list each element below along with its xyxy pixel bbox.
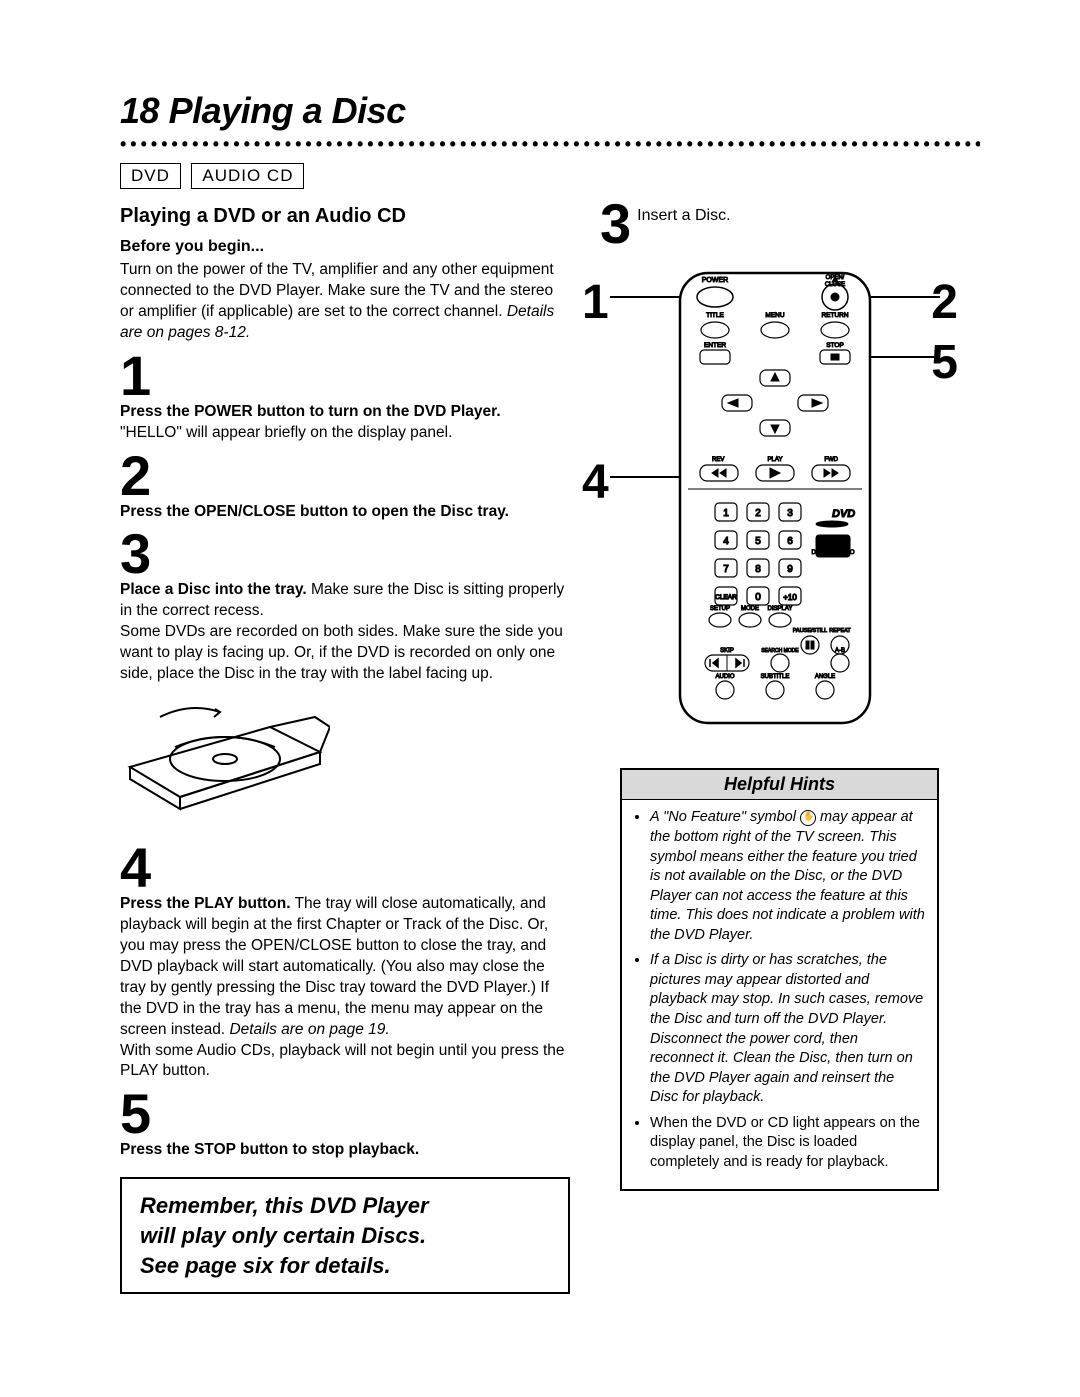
page-number: 18 — [120, 90, 159, 131]
svg-text:4: 4 — [723, 536, 729, 547]
page-title: 18 Playing a Disc — [120, 90, 980, 132]
svg-text:5: 5 — [755, 536, 761, 547]
helpful-hints-box: Helpful Hints A "No Feature" symbol may … — [620, 768, 939, 1190]
svg-text:PAUSE/STILL: PAUSE/STILL — [793, 628, 827, 634]
step-2-text: Press the OPEN/CLOSE button to open the … — [120, 502, 570, 523]
svg-text:REV: REV — [712, 457, 724, 463]
step-5-number: 5 — [120, 1086, 570, 1142]
svg-text:A-B: A-B — [835, 648, 845, 654]
right-column: 3 Insert a Disc. 1 2 5 4 — [600, 199, 980, 1294]
svg-text:TITLE: TITLE — [706, 312, 724, 319]
step-5-text: Press the STOP button to stop playback. — [120, 1140, 570, 1161]
svg-text:0: 0 — [755, 592, 761, 603]
step-3-text: Place a Disc into the tray. Make sure th… — [120, 580, 570, 685]
no-feature-icon — [800, 810, 816, 826]
svg-text:DIGITAL AUDIO: DIGITAL AUDIO — [811, 550, 854, 556]
step-4-number: 4 — [120, 840, 570, 896]
svg-text:OPEN/: OPEN/ — [826, 275, 845, 281]
page-title-text: Playing a Disc — [169, 90, 406, 131]
svg-text:PLAY: PLAY — [768, 457, 783, 463]
before-heading: Before you begin... — [120, 238, 570, 256]
svg-text:FWD: FWD — [824, 457, 838, 463]
step-2-number: 2 — [120, 448, 570, 504]
svg-text:6: 6 — [787, 536, 793, 547]
svg-text:DVD: DVD — [832, 508, 855, 520]
reminder-line-3: See page six for details. — [140, 1253, 391, 1278]
remote-diagram: 1 2 5 4 — [610, 255, 940, 740]
section-title: Playing a DVD or an Audio CD — [120, 205, 570, 228]
step-1-text: Press the POWER button to turn on the DV… — [120, 402, 570, 444]
reminder-box: Remember, this DVD Player will play only… — [120, 1177, 570, 1294]
svg-text:ENTER: ENTER — [704, 342, 726, 349]
reminder-line-2: will play only certain Discs. — [140, 1223, 426, 1248]
svg-text:MODE: MODE — [741, 606, 759, 612]
callout-2: 2 — [931, 275, 958, 330]
reminder-line-1: Remember, this DVD Player — [140, 1193, 429, 1218]
divider-dots: ••••••••••••••••••••••••••••••••••••••••… — [120, 134, 980, 155]
svg-text:8: 8 — [755, 564, 761, 575]
step-1-number: 1 — [120, 348, 570, 404]
manual-page: 18 Playing a Disc ••••••••••••••••••••••… — [0, 0, 1080, 1397]
callout-1: 1 — [582, 275, 609, 330]
disc-tray-illustration — [120, 697, 330, 827]
svg-text:ANGLE: ANGLE — [815, 674, 835, 680]
svg-text:DISPLAY: DISPLAY — [768, 606, 793, 612]
hint-2: If a Disc is dirty or has scratches, the… — [650, 951, 925, 1108]
media-badges: DVD AUDIO CD — [120, 163, 980, 189]
svg-text:AUDIO: AUDIO — [715, 674, 734, 680]
left-column: Playing a DVD or an Audio CD Before you … — [120, 199, 570, 1294]
svg-text:COMPACT: COMPACT — [816, 540, 851, 547]
svg-text:+10: +10 — [783, 593, 797, 602]
svg-text:REPEAT: REPEAT — [829, 628, 851, 634]
helpful-hints-body: A "No Feature" symbol may appear at the … — [622, 800, 937, 1188]
callout-4: 4 — [582, 455, 609, 510]
callout-5: 5 — [931, 335, 958, 390]
svg-text:STOP: STOP — [826, 342, 844, 349]
svg-text:9: 9 — [787, 564, 793, 575]
helpful-hints-title: Helpful Hints — [622, 770, 937, 800]
svg-text:SKIP: SKIP — [720, 648, 734, 654]
badge-dvd: DVD — [120, 163, 181, 189]
right-step-3-number: 3 — [600, 199, 631, 249]
svg-text:SETUP: SETUP — [710, 606, 730, 612]
svg-text:3: 3 — [787, 508, 793, 519]
svg-text:CLOSE: CLOSE — [825, 282, 845, 288]
right-step-3-text: Insert a Disc. — [637, 207, 730, 225]
svg-text:SEARCH MODE: SEARCH MODE — [761, 648, 799, 654]
svg-text:7: 7 — [723, 564, 729, 575]
badge-audio-cd: AUDIO CD — [191, 163, 304, 189]
right-step-3: 3 Insert a Disc. — [600, 199, 980, 249]
step-4-text: Press the PLAY button. The tray will clo… — [120, 894, 570, 1082]
svg-text:RETURN: RETURN — [821, 312, 848, 319]
hint-1: A "No Feature" symbol may appear at the … — [650, 808, 925, 945]
svg-text:CLEAR: CLEAR — [715, 594, 737, 601]
svg-text:MENU: MENU — [765, 312, 784, 319]
step-3-number: 3 — [120, 526, 570, 582]
svg-text:1: 1 — [723, 508, 729, 519]
before-text: Turn on the power of the TV, amplifier a… — [120, 260, 570, 344]
svg-text:2: 2 — [755, 508, 761, 519]
hint-3: When the DVD or CD light appears on the … — [650, 1114, 925, 1173]
svg-text:SUBTITLE: SUBTITLE — [761, 674, 790, 680]
svg-text:POWER: POWER — [702, 277, 728, 284]
remote-control-illustration: POWER OPEN/ CLOSE TITLE MENU RETURN — [610, 255, 940, 735]
